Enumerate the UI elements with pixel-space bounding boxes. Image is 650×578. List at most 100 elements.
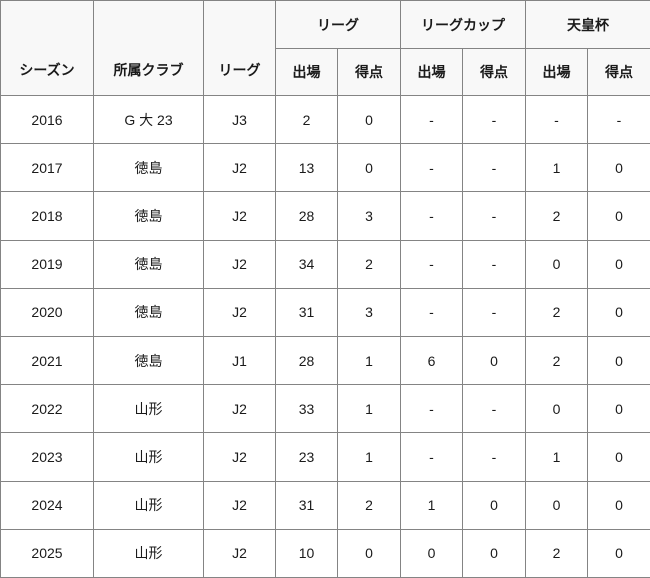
cell-season: 2024: [0, 480, 94, 530]
cell-season: 2016: [0, 94, 94, 145]
cell-league-tier: J2: [203, 287, 276, 337]
cell-club: 山形: [93, 432, 204, 482]
cell-league-tier: J2: [203, 432, 276, 482]
cell-league-cup-goals: 0: [462, 335, 526, 386]
cell-emperors-cup-goals: 0: [587, 239, 650, 289]
cell-league-goals: 0: [337, 143, 401, 193]
cell-league-tier: J2: [203, 528, 276, 578]
cell-season: 2017: [0, 143, 94, 193]
cell-emperors-cup-apps: 0: [525, 480, 588, 530]
cell-emperors-cup-goals: 0: [587, 191, 650, 241]
cell-club: 徳島: [93, 335, 204, 386]
cell-club: 徳島: [93, 143, 204, 193]
cell-club: 山形: [93, 384, 204, 434]
table-row: 2021 徳島 J1 28 1 6 0 2 0: [0, 335, 650, 386]
cell-club: 徳島: [93, 287, 204, 337]
cell-club: 徳島: [93, 191, 204, 241]
cell-emperors-cup-apps: 2: [525, 191, 588, 241]
cell-league-cup-goals: -: [462, 191, 526, 241]
header-season: シーズン: [0, 0, 94, 96]
cell-league-goals: 3: [337, 287, 401, 337]
table-row: 2019 徳島 J2 34 2- -0 0: [0, 239, 650, 289]
cell-league-goals: 0: [337, 94, 401, 145]
cell-emperors-cup-apps: 1: [525, 432, 588, 482]
header-league-column: リーグ: [203, 0, 276, 96]
cell-league-apps: 34: [275, 239, 338, 289]
cell-league-cup-goals: 0: [462, 528, 526, 578]
cell-emperors-cup-apps: 0: [525, 384, 588, 434]
cell-league-tier: J2: [203, 143, 276, 193]
cell-emperors-cup-goals: 0: [587, 287, 650, 337]
cell-season: 2022: [0, 384, 94, 434]
table-row: 2018 徳島 J2 28 3- -2 0: [0, 191, 650, 241]
cell-club: 徳島: [93, 239, 204, 289]
cell-league-cup-apps: -: [400, 432, 463, 482]
cell-league-apps: 13: [275, 143, 338, 193]
cell-league-cup-apps: 6: [400, 335, 463, 386]
cell-league-apps: 23: [275, 432, 338, 482]
header-sub-row: 出場 得点 出場 得点 出場 得点: [1, 48, 650, 96]
cell-league-tier: J2: [203, 191, 276, 241]
group-header-league-cup: リーグカップ: [400, 0, 526, 49]
cell-season: 2021: [0, 335, 94, 386]
table-row: 2023 山形 J2 23 1- -1 0: [0, 432, 650, 482]
cell-league-cup-apps: 1: [400, 480, 463, 530]
cell-emperors-cup-goals: 0: [587, 480, 650, 530]
cell-season: 2020: [0, 287, 94, 337]
cell-emperors-cup-goals: -: [587, 94, 650, 145]
cell-league-tier: J3: [203, 94, 276, 145]
cell-league-tier: J2: [203, 480, 276, 530]
cell-league-apps: 31: [275, 480, 338, 530]
group-header-league: リーグ: [275, 0, 401, 49]
group-header-emperors-cup: 天皇杯: [525, 0, 650, 49]
header-club: 所属クラブ: [93, 0, 204, 96]
cell-league-goals: 1: [337, 384, 401, 434]
table-header: シーズン 所属クラブ リーグ リーグ リーグカップ 天皇杯 出場 得点 出場 得…: [0, 0, 650, 96]
cell-league-cup-goals: -: [462, 94, 526, 145]
cell-league-goals: 0: [337, 528, 401, 578]
cell-league-cup-apps: -: [400, 384, 463, 434]
cell-league-goals: 1: [337, 335, 401, 386]
cell-season: 2019: [0, 239, 94, 289]
cell-emperors-cup-goals: 0: [587, 528, 650, 578]
subheader-emperors-cup-apps: 出場: [525, 48, 588, 96]
table-row: 2020 徳島 J2 31 3- -2 0: [0, 287, 650, 337]
cell-club: 山形: [93, 480, 204, 530]
cell-league-apps: 28: [275, 191, 338, 241]
cell-emperors-cup-apps: 2: [525, 287, 588, 337]
cell-league-tier: J1: [203, 335, 276, 386]
cell-league-tier: J2: [203, 239, 276, 289]
cell-emperors-cup-apps: 2: [525, 335, 588, 386]
subheader-emperors-cup-goals: 得点: [587, 48, 650, 96]
cell-league-goals: 1: [337, 432, 401, 482]
cell-league-cup-goals: -: [462, 239, 526, 289]
cell-league-cup-goals: -: [462, 143, 526, 193]
cell-league-cup-goals: -: [462, 432, 526, 482]
cell-season: 2023: [0, 432, 94, 482]
cell-club: G 大 23: [93, 94, 204, 145]
subheader-league-cup-apps: 出場: [400, 48, 463, 96]
cell-league-cup-goals: 0: [462, 480, 526, 530]
table-row: 2025 山形 J2 10 0 0 0 2 0: [0, 528, 650, 578]
table-row: 2022 山形 J2 33 1- -0 0: [0, 384, 650, 434]
cell-league-goals: 2: [337, 239, 401, 289]
cell-emperors-cup-apps: -: [525, 94, 588, 145]
cell-league-cup-apps: -: [400, 239, 463, 289]
cell-league-cup-apps: 0: [400, 528, 463, 578]
cell-league-goals: 3: [337, 191, 401, 241]
cell-league-apps: 33: [275, 384, 338, 434]
cell-emperors-cup-apps: 0: [525, 239, 588, 289]
cell-season: 2018: [0, 191, 94, 241]
table-row: 2024 山形 J2 31 2 1 0 0 0: [0, 480, 650, 530]
table-row: 2017 徳島 J2 13 0- -1 0: [0, 143, 650, 193]
cell-league-apps: 31: [275, 287, 338, 337]
cell-league-goals: 2: [337, 480, 401, 530]
table-body: 2016 G 大 23 J3 2 0- - - -2017 徳島 J2 13 0- -1 0 2018 徳島 J…: [0, 94, 650, 578]
cell-emperors-cup-apps: 1: [525, 143, 588, 193]
cell-league-apps: 2: [275, 94, 338, 145]
cell-emperors-cup-apps: 2: [525, 528, 588, 578]
cell-league-cup-apps: -: [400, 287, 463, 337]
cell-emperors-cup-goals: 0: [587, 143, 650, 193]
subheader-league-apps: 出場: [275, 48, 338, 96]
